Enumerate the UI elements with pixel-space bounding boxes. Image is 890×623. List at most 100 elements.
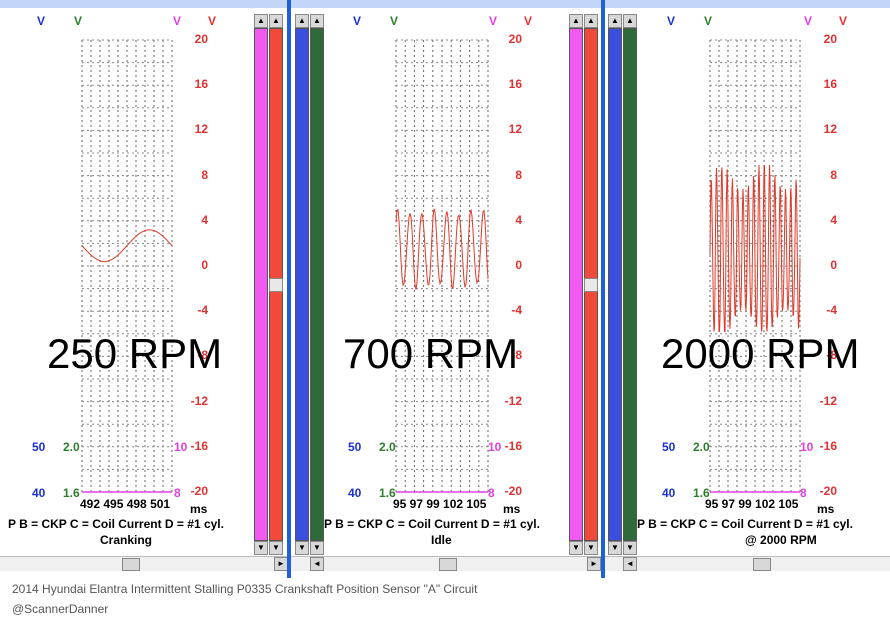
scroll-up-arrow-icon[interactable]: ▲ [584, 14, 598, 28]
horizontal-scrollbar[interactable]: ◄ [605, 556, 890, 571]
header-label-d: V [173, 14, 182, 28]
channel-bar-blue[interactable] [608, 28, 622, 541]
y-tick-label: -8 [826, 348, 837, 363]
scroll-right-arrow-icon[interactable]: ► [587, 557, 601, 571]
scroll-left-arrow-icon[interactable]: ◄ [623, 557, 637, 571]
scroll-down-arrow-icon[interactable]: ▼ [608, 541, 622, 555]
scroll-thumb[interactable] [584, 278, 598, 292]
channel-bar-green[interactable] [310, 28, 324, 541]
window-titlebar [605, 0, 890, 8]
y-tick-label: 4 [201, 212, 208, 227]
y-tick-label: 16 [823, 77, 837, 92]
y-tick-label: -16 [819, 438, 837, 453]
scroll-down-arrow-icon[interactable]: ▼ [295, 541, 309, 555]
horizontal-scrollbar[interactable]: ◄ ► [291, 556, 603, 571]
y-tick-label: -12 [190, 393, 208, 408]
channel-bar-blue[interactable] [295, 28, 309, 541]
y-tick-label: 0 [830, 258, 837, 272]
image-credit: @ScannerDanner [12, 602, 109, 616]
scroll-up-arrow-icon[interactable]: ▲ [269, 14, 283, 28]
header-label-c: V [74, 14, 83, 28]
scroll-down-arrow-icon[interactable]: ▼ [269, 541, 283, 555]
y-tick-label: -4 [511, 303, 522, 318]
y-tick-label: -4 [197, 303, 208, 318]
scroll-up-arrow-icon[interactable]: ▲ [623, 14, 637, 28]
y-tick-label: 0 [201, 258, 208, 272]
green-scale-bottom: 1.6 [63, 486, 80, 500]
channel-bar-green[interactable] [623, 28, 637, 541]
y-tick-label: -20 [819, 484, 837, 498]
scroll-up-arrow-icon[interactable]: ▲ [310, 14, 324, 28]
y-tick-label: 8 [515, 167, 522, 182]
x-axis-unit: ms [817, 502, 835, 516]
magenta-scale-top: 10 [800, 440, 814, 454]
scroll-down-arrow-icon[interactable]: ▼ [623, 541, 637, 555]
blue-scale-top: 50 [662, 440, 676, 454]
scope-panel-2000rpm: ▲ ▼ ▲ ▼ V V V V 20 16 12 8 4 0 -4 -8 -12 -16 -20 5… [605, 0, 890, 578]
y-tick-label: -12 [819, 393, 837, 408]
y-tick-label: -4 [826, 303, 837, 318]
y-tick-label: 12 [194, 122, 208, 137]
x-axis-unit: ms [190, 502, 208, 516]
scroll-up-arrow-icon[interactable]: ▲ [295, 14, 309, 28]
channel-legend: P B = CKP C = Coil Current D = #1 cyl. [324, 517, 540, 531]
horizontal-scroll-thumb[interactable] [122, 558, 140, 571]
scroll-down-arrow-icon[interactable]: ▼ [569, 541, 583, 555]
y-tick-label: 20 [508, 32, 522, 46]
y-tick-label: -20 [190, 484, 208, 498]
horizontal-scroll-thumb[interactable] [753, 558, 771, 571]
scroll-thumb[interactable] [269, 278, 283, 292]
ckp-waveform-trace [395, 208, 489, 290]
x-axis-unit: ms [503, 502, 521, 516]
scroll-down-arrow-icon[interactable]: ▼ [310, 541, 324, 555]
channel-bar-magenta[interactable] [254, 28, 268, 541]
rpm-label: 2000 RPM [661, 330, 860, 377]
y-tick-label: -8 [511, 348, 522, 363]
green-scale-top: 2.0 [63, 440, 80, 454]
y-tick-label: 4 [515, 212, 522, 227]
channel-legend: P B = CKP C = Coil Current D = #1 cyl. [8, 517, 224, 531]
horizontal-scrollbar[interactable]: ► [0, 556, 289, 571]
window-titlebar [0, 0, 289, 8]
ckp-waveform-trace [709, 164, 801, 333]
x-axis-ticks: 95 97 99 102 105 [393, 497, 487, 511]
waveform-plot-cranking [81, 39, 173, 493]
scroll-up-arrow-icon[interactable]: ▲ [254, 14, 268, 28]
magenta-scale-bottom: 8 [800, 486, 807, 500]
scroll-left-arrow-icon[interactable]: ◄ [310, 557, 324, 571]
horizontal-scroll-thumb[interactable] [439, 558, 457, 571]
scroll-up-arrow-icon[interactable]: ▲ [608, 14, 622, 28]
y-tick-label: 12 [823, 122, 837, 137]
scroll-down-arrow-icon[interactable]: ▼ [254, 541, 268, 555]
y-tick-label: -16 [504, 438, 522, 453]
scroll-right-arrow-icon[interactable]: ► [274, 557, 288, 571]
header-label-b: V [37, 14, 46, 28]
blue-scale-bottom: 40 [348, 486, 362, 500]
image-caption: 2014 Hyundai Elantra Intermittent Stalli… [12, 582, 478, 596]
header-label-a: V [839, 14, 848, 28]
channel-legend: P B = CKP C = Coil Current D = #1 cyl. [637, 517, 853, 531]
magenta-scale-top: 10 [174, 440, 188, 454]
y-tick-label: 20 [194, 32, 208, 46]
scroll-down-arrow-icon[interactable]: ▼ [584, 541, 598, 555]
waveform-plot-idle [395, 39, 489, 493]
y-tick-label: -8 [197, 348, 208, 363]
panel-subtitle: Cranking [100, 533, 153, 547]
y-tick-label: 12 [508, 122, 522, 137]
window-divider [287, 0, 291, 578]
header-label-c: V [704, 14, 713, 28]
blue-scale-top: 50 [348, 440, 362, 454]
panel-subtitle: @ 2000 RPM [745, 533, 817, 547]
panel-subtitle: Idle [431, 533, 452, 547]
y-tick-label: -20 [504, 484, 522, 498]
channel-bar-magenta[interactable] [569, 28, 583, 541]
x-axis-ticks: 95 97 99 102 105 [705, 497, 799, 511]
rpm-label: 250 RPM [47, 330, 223, 377]
y-tick-label: 8 [830, 167, 837, 182]
y-tick-label: 16 [508, 77, 522, 92]
waveform-plot-2000rpm [709, 39, 801, 493]
header-label-b: V [353, 14, 362, 28]
green-scale-top: 2.0 [693, 440, 710, 454]
scroll-up-arrow-icon[interactable]: ▲ [569, 14, 583, 28]
header-label-a: V [524, 14, 533, 28]
